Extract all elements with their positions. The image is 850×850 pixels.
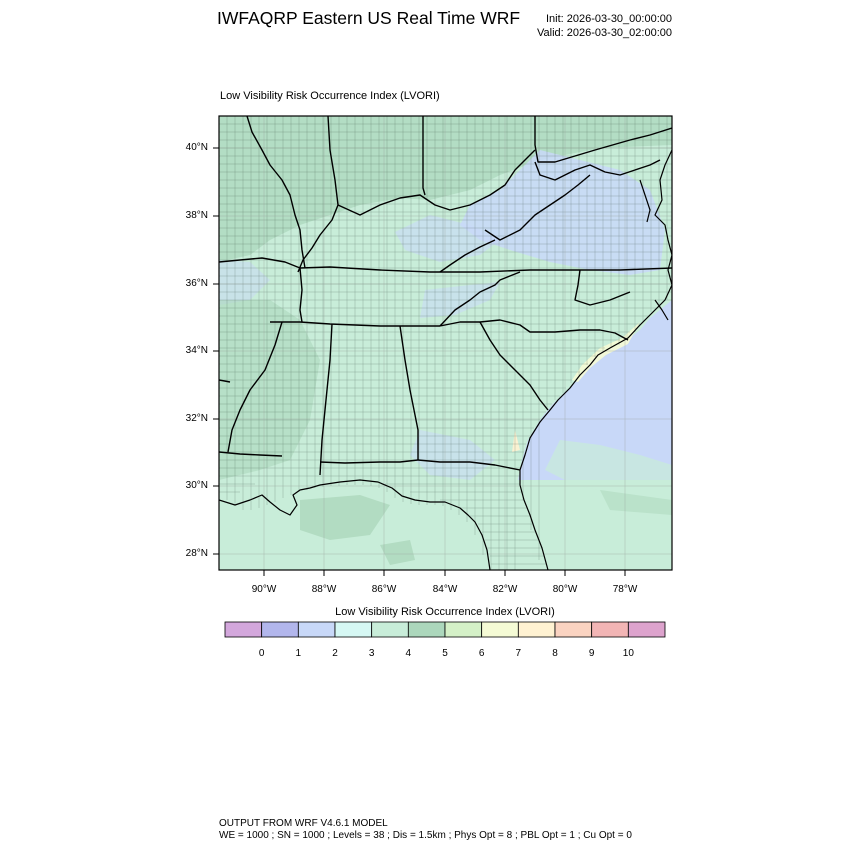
tennessee-west-border: [299, 267, 303, 323]
illinois-indiana-border: [297, 116, 339, 273]
georgia-south-carolina-border: [479, 321, 549, 411]
chesapeake-bay: [639, 179, 651, 223]
colorbar-tick-label: 1: [295, 648, 302, 659]
lat-label-34n: 34°N: [185, 345, 208, 356]
atlantic-ocean: [518, 300, 672, 480]
footer-config-info: WE = 1000 ; SN = 1000 ; Levels = 38 ; Di…: [219, 830, 632, 841]
colorbar-tick-label: 6: [478, 648, 485, 659]
state-boundaries: [219, 116, 672, 476]
kentucky-virginia-border: [439, 239, 496, 273]
mississippi-alabama-border: [319, 323, 333, 476]
colorbar-swatch: [517, 621, 556, 638]
lon-label-86w: 86°W: [371, 584, 397, 595]
illinois-west-border: [246, 116, 306, 269]
colorbar: [224, 621, 666, 638]
north-carolina-virginia-border: [574, 269, 631, 306]
lat-label-38n: 38°N: [185, 210, 208, 221]
lon-label-78w: 78°W: [612, 584, 638, 595]
colorbar-tick-label: 8: [552, 648, 558, 659]
map-plot-area: [219, 116, 672, 570]
lat-label-36n: 36°N: [185, 278, 208, 289]
lat-label-32n: 32°N: [185, 413, 208, 424]
atlantic-moisture-tongue: [545, 440, 672, 500]
mississippi-river: [227, 321, 283, 453]
colorbar-tick-label: 4: [405, 648, 412, 659]
colorbar-tick-label: 5: [442, 648, 448, 659]
outer-banks: [654, 299, 669, 321]
county-boundaries: [219, 116, 672, 570]
colorbar-swatch: [334, 621, 373, 638]
lon-label-90w: 90°W: [251, 584, 277, 595]
alabama-georgia-border: [399, 325, 419, 460]
lon-label-84w: 84°W: [432, 584, 458, 595]
ohio-river: [337, 149, 536, 216]
maryland-border: [534, 159, 661, 181]
colorbar-swatch: [627, 621, 666, 638]
coastal-high-index-strip: [572, 322, 640, 382]
colorbar-swatch: [371, 621, 409, 638]
lat-label-30n: 30°N: [185, 480, 208, 491]
colorbar-title: Low Visibility Risk Occurrence Index (LV…: [335, 606, 555, 618]
footer-model-info: OUTPUT FROM WRF V4.6.1 MODEL: [219, 818, 388, 829]
colorbar-tick-label: 3: [368, 648, 375, 659]
lon-label-80w: 80°W: [552, 584, 578, 595]
colorbar-swatch: [407, 621, 446, 638]
colorbar-tick-label: 10: [622, 648, 634, 659]
tennessee-south-border: [270, 321, 440, 327]
colorbar-swatch: [297, 621, 336, 638]
colorbar-swatch: [481, 621, 519, 638]
init-time: Init: 2026-03-30_00:00:00: [546, 13, 672, 25]
northern-higher-index-zone: [219, 116, 672, 262]
lat-label-28n: 28°N: [185, 548, 208, 559]
tennessee-north-carolina-border: [439, 271, 521, 327]
graticule: [219, 116, 672, 570]
coastline: [219, 149, 672, 570]
colorbar-swatch: [444, 621, 483, 638]
missouri-low-index-zone: [219, 260, 270, 305]
indiana-ohio-border: [422, 116, 426, 196]
carolina-border: [439, 319, 629, 341]
lon-label-88w: 88°W: [311, 584, 337, 595]
lon-label-82w: 82°W: [492, 584, 518, 595]
atlantic-coast: [519, 149, 672, 570]
map-title: Low Visibility Risk Occurrence Index (LV…: [220, 90, 440, 102]
florida-georgia-border: [417, 459, 521, 471]
valid-time: Valid: 2026-03-30_02:00:00: [537, 27, 672, 39]
colorbar-swatch: [554, 621, 593, 638]
page-title: IWFAQRP Eastern US Real Time WRF: [217, 8, 521, 28]
lat-label-40n: 40°N: [185, 142, 208, 153]
colorbar-tick-label: 0: [258, 648, 265, 659]
arkansas-louisiana-border: [219, 379, 231, 383]
appalachian-low-index-zone: [460, 150, 665, 275]
coastal-high-index-patch: [512, 430, 520, 452]
west-virginia-virginia-border: [484, 174, 591, 241]
pennsylvania-south-border: [534, 116, 672, 163]
colorbar-swatch: [224, 621, 263, 638]
colorbar-tick-label: 2: [332, 648, 338, 659]
axis-ticks: [213, 147, 626, 576]
gulf-higher-index-zone: [300, 495, 390, 540]
mississippi-valley-zone: [219, 300, 320, 480]
colorbar-swatch: [261, 621, 299, 638]
gulf-higher-index-patch: [380, 540, 415, 565]
atlantic-moisture-band: [600, 490, 672, 515]
colorbar-swatch: [591, 621, 629, 638]
louisiana-north-border: [219, 451, 283, 457]
colorbar-tick-label: 7: [515, 648, 522, 659]
florida-alabama-border: [319, 459, 419, 464]
colorbar-tick-label: 9: [588, 648, 595, 659]
gulf-coast: [219, 479, 491, 570]
panhandle-low-index-zone: [410, 430, 495, 480]
